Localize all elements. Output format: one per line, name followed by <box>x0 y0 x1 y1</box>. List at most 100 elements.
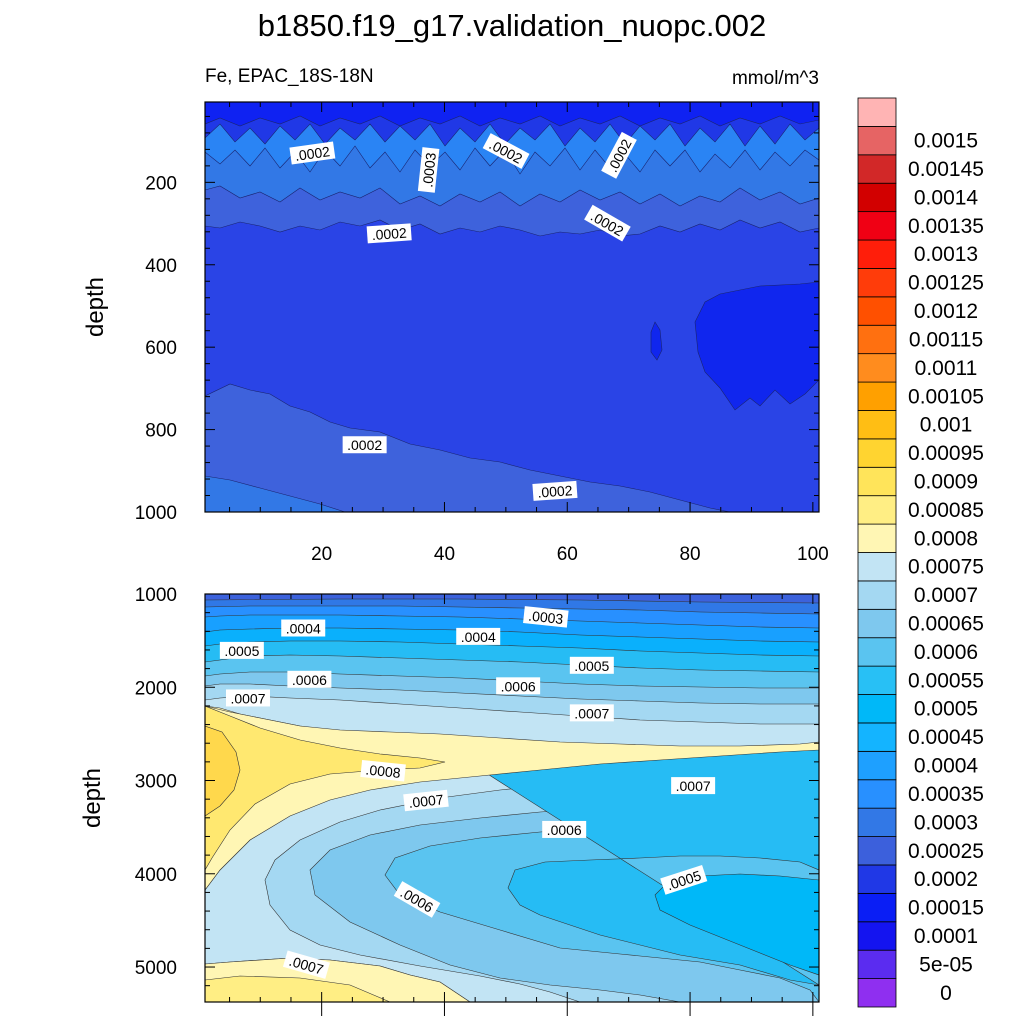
contour-label-box <box>523 606 569 628</box>
colorbar-tick-label: 0.00025 <box>908 840 984 863</box>
colorbar-tick-label: 0.00145 <box>908 158 984 181</box>
contour-label-text: .0004 <box>461 629 496 645</box>
contour-label-text: .0005 <box>574 658 609 674</box>
contour-label-text: .0007 <box>574 705 609 721</box>
contour-label-box <box>584 204 631 242</box>
colorbar-tick-label: 0.00035 <box>908 783 984 806</box>
colorbar-swatch <box>857 466 897 497</box>
contour-label-box <box>289 141 336 165</box>
colorbar-swatch <box>857 807 897 837</box>
contour-label: .0002 <box>342 436 387 454</box>
colorbar-tick-label: 0.0012 <box>914 300 978 323</box>
contour-label-text: .0007 <box>676 778 711 794</box>
upper-deep-band-0.0003 <box>205 475 346 512</box>
colorbar-tick-label: 0.0014 <box>914 186 979 209</box>
x-tick-label: 40 <box>434 544 455 565</box>
upper-panel: 200 400 600 800 1000 20 40 60 80 100 .0002 .0002 .0… <box>82 101 829 565</box>
contour-label-text: .0002 <box>347 437 382 453</box>
lower-y-tick-label: 2000 <box>135 678 177 699</box>
upper-y-tick-label: 200 <box>145 173 177 194</box>
colorbar-tick-label: 0.00065 <box>908 613 984 636</box>
lower-core-0.00045 <box>654 873 819 976</box>
contour-label: .0006 <box>496 677 541 695</box>
colorbar-tick-label: 0 <box>940 982 952 1005</box>
upper-contour-fill <box>205 102 819 512</box>
colorbar-swatch <box>857 410 897 440</box>
colorbar-swatch <box>857 864 897 894</box>
contour-label-box <box>660 864 708 895</box>
contour-label-text: .0002 <box>537 482 573 500</box>
contour-label: .0007 <box>225 689 270 707</box>
contour-label-box <box>417 147 440 193</box>
lower-deep-band-0.0008 <box>205 975 391 1002</box>
colorbar-tick-label: 0.0011 <box>915 357 978 380</box>
colorbar-swatch <box>857 779 897 809</box>
colorbar-tick-label: 0.0002 <box>914 868 978 891</box>
colorbar-tick-label: 0.00125 <box>908 272 984 295</box>
colorbar-swatch <box>857 921 897 951</box>
variable-region-label: Fe, EPAC_18S-18N <box>205 66 374 87</box>
lower-contour-fill <box>205 594 819 1002</box>
contour-label-box <box>393 881 441 918</box>
upper-midwater-minimum-0.00015 <box>694 281 819 411</box>
lower-band-0.0003-upper <box>205 594 819 604</box>
colorbar-swatch <box>857 296 897 326</box>
contour-label-box <box>569 656 614 674</box>
upper-y-tick-label: 400 <box>145 256 177 277</box>
colorbar-tick-label: 0.0013 <box>914 243 978 266</box>
contour-label-text: .0008 <box>365 761 402 781</box>
colorbar-swatch <box>857 608 897 639</box>
lower-contour-labels: .0003 .0004 .0004 .0005 .0005 .0006 .0006 .0007… <box>219 606 716 979</box>
contour-label: .0002 <box>289 141 336 165</box>
colorbar-swatch <box>857 978 897 1008</box>
contour-label-box <box>482 133 530 169</box>
upper-axis-ticks: 200 400 600 800 1000 20 40 60 80 100 <box>135 102 829 565</box>
colorbar-swatch <box>857 154 897 184</box>
contour-label-text: .0002 <box>294 143 331 164</box>
x-tick-label: 100 <box>797 544 829 565</box>
colorbar-tick-label: 0.00105 <box>908 385 984 408</box>
contour-label-box <box>281 619 326 637</box>
contour-label-text: .0006 <box>547 822 582 838</box>
contour-label: .0008 <box>360 759 406 782</box>
colorbar-swatch <box>857 836 897 866</box>
contour-label: .0006 <box>287 670 332 688</box>
lower-y-tick-label: 5000 <box>135 958 177 979</box>
lower-panel-frame <box>204 593 820 1003</box>
contour-label: .0003 <box>417 147 440 193</box>
lower-axis-ticks: 1000 2000 3000 4000 5000 <box>135 585 819 1016</box>
colorbar-tick-label: 0.00075 <box>908 556 984 579</box>
contour-label-text: .0004 <box>286 621 321 637</box>
contour-label-box <box>225 689 270 707</box>
x-tick-label: 60 <box>557 544 578 565</box>
lower-y-axis-label: depth <box>79 768 106 828</box>
contour-label: .0007 <box>403 789 449 812</box>
contour-label-text: .0006 <box>292 672 327 688</box>
contour-label-box <box>671 777 716 795</box>
colorbar-tick-label: 0.00135 <box>908 215 984 238</box>
upper-y-tick-label: 600 <box>145 338 177 359</box>
lower-band-0.00085 <box>205 705 446 871</box>
colorbar-tick-label: 5e-05 <box>919 953 973 976</box>
colorbar-swatch <box>857 892 897 923</box>
upper-y-tick-label: 800 <box>145 421 177 442</box>
colorbar-tick-label: 0.00055 <box>908 669 984 692</box>
contour-label-box <box>542 820 587 838</box>
colorbar-tick-label: 0.00115 <box>909 328 983 351</box>
colorbar-tick-label: 0.0003 <box>914 811 978 834</box>
colorbar-swatch <box>857 239 897 269</box>
x-tick-label: 80 <box>679 544 700 565</box>
colorbar-tick-label: 0.001 <box>920 414 973 437</box>
colorbar-tick-label: 0.00045 <box>908 726 984 749</box>
contour-label-box <box>282 950 330 979</box>
contour-label-box <box>569 704 614 722</box>
colorbar-tick-label: 0.0001 <box>914 925 978 948</box>
colorbar-swatch <box>857 750 897 781</box>
colorbar-swatch <box>857 949 897 979</box>
colorbar-swatch <box>857 637 897 667</box>
colorbar-swatch <box>857 324 897 355</box>
contour-label: .0007 <box>569 704 614 722</box>
